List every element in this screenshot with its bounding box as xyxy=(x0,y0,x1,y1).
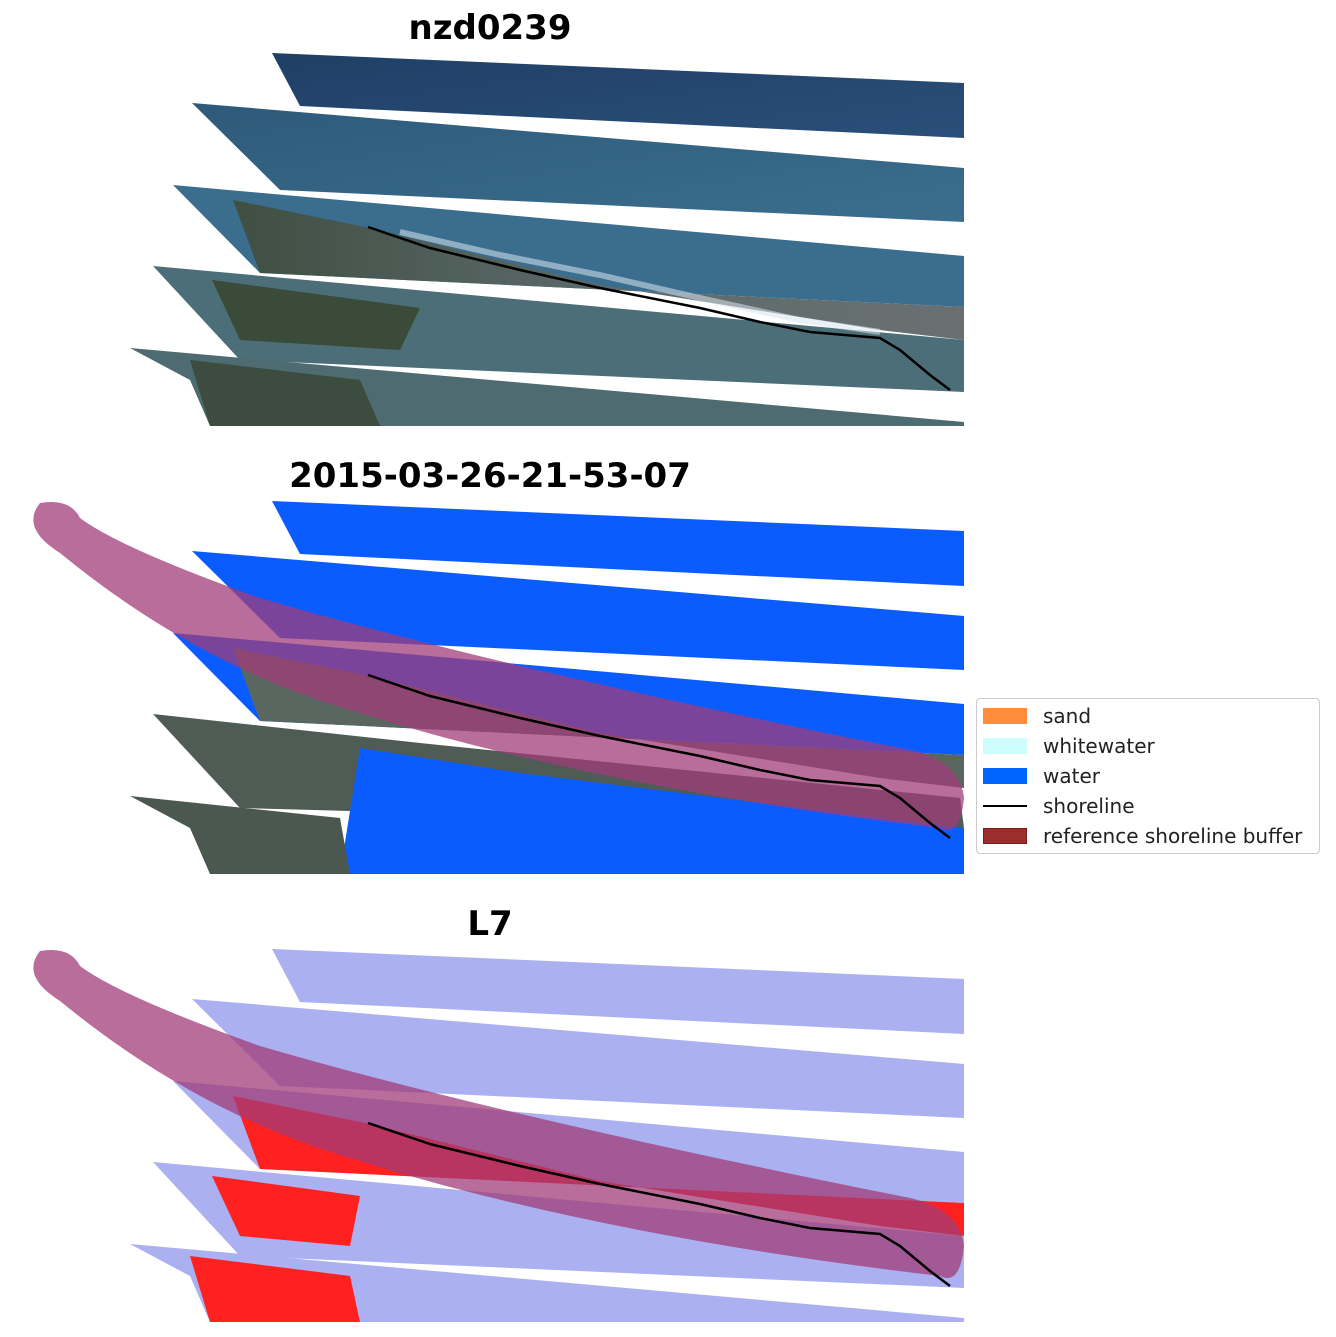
water-stripe xyxy=(272,501,964,586)
reference-buffer xyxy=(33,502,965,830)
legend-label: sand xyxy=(1043,704,1092,728)
land-index xyxy=(190,1256,360,1322)
legend-item-whitewater: whitewater xyxy=(983,734,1155,758)
land-area xyxy=(212,280,420,350)
legend-label: shoreline xyxy=(1043,794,1135,818)
water-swatch xyxy=(983,768,1027,784)
whitewater-swatch xyxy=(983,738,1027,754)
image-stripe xyxy=(272,53,964,138)
legend-item-shoreline: shoreline xyxy=(983,794,1135,818)
legend-item-sand: sand xyxy=(983,704,1091,728)
legend-item-water: water xyxy=(983,764,1100,788)
land-area xyxy=(190,360,380,426)
index-stripe xyxy=(272,949,964,1034)
shoreline xyxy=(367,225,951,391)
shoreline xyxy=(367,673,951,839)
classified-image-panel xyxy=(33,501,965,874)
shoreline-swatch xyxy=(983,805,1027,807)
legend-label: reference shoreline buffer xyxy=(1043,824,1303,848)
reference-buffer xyxy=(33,950,965,1278)
panel-title-classified: 2015-03-26-21-53-07 xyxy=(289,456,691,496)
index-image-panel xyxy=(33,949,965,1322)
image-stripe xyxy=(192,103,964,222)
legend: sand whitewater water shoreline referenc… xyxy=(976,698,1320,854)
rgb-image-panel xyxy=(130,53,964,426)
buffer-swatch xyxy=(983,828,1027,844)
legend-item-buffer: reference shoreline buffer xyxy=(983,824,1302,848)
panel-title-index: L7 xyxy=(467,904,513,944)
land-area xyxy=(130,796,350,874)
surf-line xyxy=(399,229,881,335)
legend-label: whitewater xyxy=(1043,734,1155,758)
shoreline xyxy=(367,1121,951,1287)
land-area xyxy=(233,200,964,340)
legend-label: water xyxy=(1043,764,1100,788)
index-stripe xyxy=(153,1162,964,1288)
panel-title-rgb: nzd0239 xyxy=(408,8,572,48)
image-stripe xyxy=(153,266,964,392)
land-index xyxy=(212,1176,360,1246)
water-area xyxy=(340,748,964,874)
sand-swatch xyxy=(983,708,1027,724)
